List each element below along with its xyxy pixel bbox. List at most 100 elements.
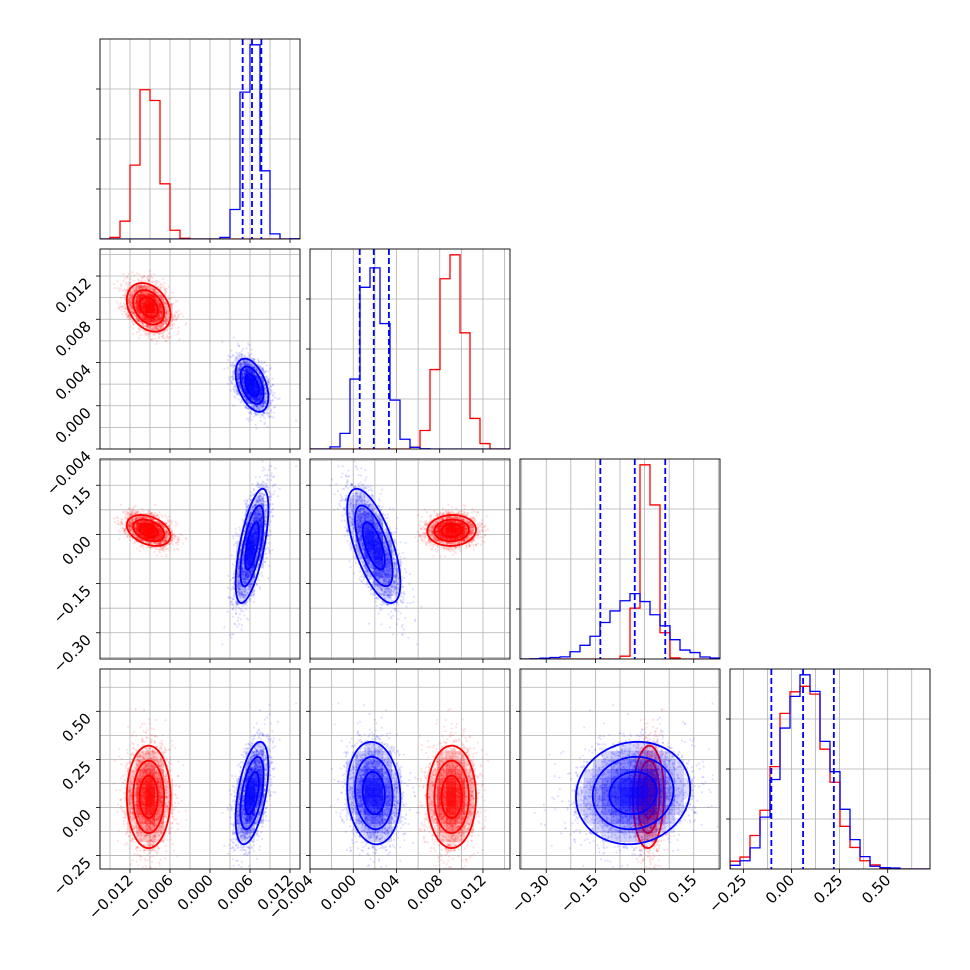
scatter-point [274,396,277,399]
scatter-point [240,350,244,353]
scatter-point [227,359,230,362]
scatter-point [143,279,146,282]
scatter-point [141,287,144,290]
scatter-point [234,391,237,394]
scatter-point [157,317,160,320]
scatter-point [176,299,179,302]
scatter-point [157,314,160,317]
scatter-point [151,277,154,280]
scatter-point [155,298,158,301]
scatter-point [155,283,158,286]
scatter-point [161,284,164,287]
scatter-point [147,278,150,281]
scatter-point [165,318,168,321]
scatter-point [177,326,180,329]
scatter-point [132,322,135,326]
scatter-point [269,400,272,403]
grid-2-1 [310,459,510,659]
scatter-point [156,291,159,294]
scatter-point [161,335,164,338]
scatter-point [126,315,129,318]
scatter-point [135,315,138,318]
scatter-point [129,307,132,310]
scatter-point [177,309,180,312]
scatter-point [155,320,159,323]
scatter-point [182,315,185,318]
scatter-point [259,419,262,423]
scatter-point [157,314,160,317]
scatter-point [124,303,127,306]
panel-1-0 [113,269,298,430]
scatter-point [157,293,161,297]
scatter-point [132,289,135,292]
scatter-point [156,292,159,295]
scatter-point [146,333,149,336]
scatter-point [143,317,146,320]
scatter-point [164,303,167,306]
scatter-point [115,300,118,303]
panel-background [100,249,300,449]
scatter-point [142,287,145,290]
scatter-point [132,323,135,326]
scatter-point [158,301,161,304]
scatter-point [141,280,144,283]
scatter-point [132,312,136,316]
scatter-point [156,315,160,318]
scatter-point [267,411,271,415]
scatter-point [249,416,252,419]
scatter-point [116,302,120,305]
scatter-point [159,286,163,289]
scatter-point [138,313,141,316]
scatter-point [178,338,181,341]
scatter-point [133,301,136,304]
scatter-point [171,323,174,327]
scatter-point [138,327,141,330]
scatter-point [155,318,158,321]
scatter-point [119,309,123,312]
scatter-point [233,359,236,362]
scatter-point [156,315,159,318]
scatter-point [266,425,269,428]
scatter-point [137,330,141,333]
scatter-point [129,294,132,297]
scatter-point [130,310,134,313]
scatter-point [170,304,173,307]
scatter-point [154,298,158,301]
grid-1-1 [310,249,510,449]
scatter-point [157,314,160,317]
scatter-point [163,320,166,323]
grid-2-0 [100,459,300,659]
scatter-point [117,307,120,310]
scatter-point [174,318,177,321]
scatter-point [130,304,133,308]
scatter-point [154,298,157,302]
scatter-point [143,318,146,321]
scatter-point [113,282,116,286]
scatter-point [143,325,146,328]
scatter-point [166,336,169,339]
scatter-point [154,296,157,300]
scatter-point [249,410,252,414]
scatter-point [165,339,168,343]
scatter-point [141,323,144,327]
scatter-point [165,312,168,316]
scatter-point [162,300,165,303]
scatter-point [232,364,235,367]
scatter-point [167,295,170,298]
scatter-point [122,302,125,305]
scatter-point [180,312,183,315]
scatter-point [148,269,151,273]
scatter-point [142,324,145,327]
scatter-point [151,287,154,290]
scatter-point [142,323,145,326]
scatter-point [255,427,258,430]
scatter-point [119,287,122,290]
scatter-point [127,301,130,304]
scatter-point [140,291,143,295]
scatter-point [158,284,161,287]
scatter-point [159,316,162,320]
scatter-point [174,319,178,322]
scatter-point [139,286,143,289]
scatter-point [146,324,149,327]
